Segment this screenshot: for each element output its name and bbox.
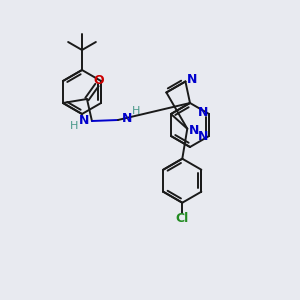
Text: N: N [122, 112, 132, 125]
Text: N: N [187, 73, 198, 86]
Text: N: N [198, 130, 208, 143]
Text: N: N [198, 106, 208, 119]
Text: H: H [132, 106, 140, 116]
Text: N: N [79, 113, 89, 127]
Text: Cl: Cl [176, 212, 189, 225]
Text: H: H [70, 121, 78, 131]
Text: N: N [189, 124, 200, 137]
Text: O: O [94, 74, 104, 86]
